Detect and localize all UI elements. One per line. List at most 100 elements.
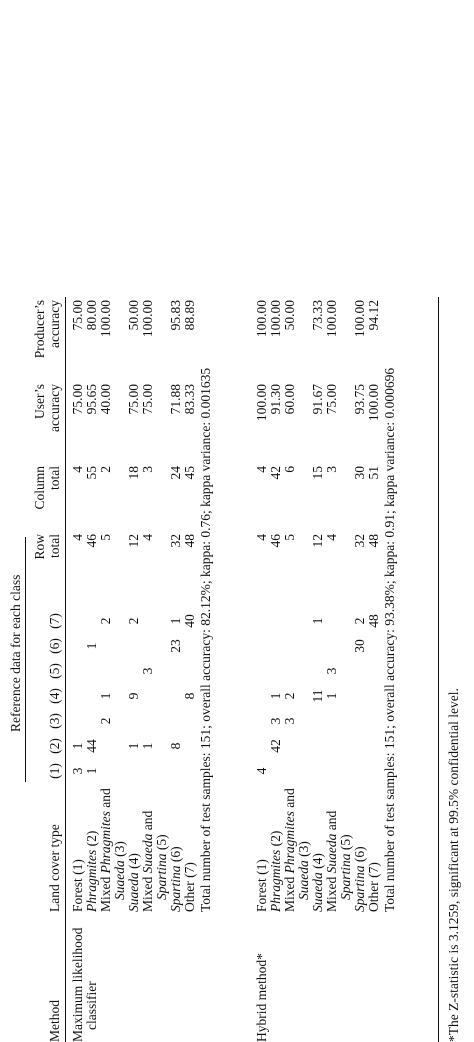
matrix-cell: 3 [140, 667, 155, 675]
users-accuracy-value: 93.75 [352, 384, 367, 415]
producers-accuracy-header-1: Producer’s [32, 300, 47, 359]
row-total-value: 5 [282, 534, 297, 541]
producers-accuracy-header-2: accuracy [47, 300, 62, 348]
land-cover-label-species: Suaeda [112, 860, 127, 900]
producers-accuracy-value: 100.00 [324, 300, 339, 338]
matrix-cell: 1 [84, 642, 99, 650]
producers-accuracy-value: 50.00 [282, 300, 297, 331]
land-cover-label-conj: and [98, 788, 113, 812]
land-cover-label: Mixed Suaeda and [140, 811, 155, 912]
land-cover-label: Phragmites (2) [84, 831, 99, 912]
producers-accuracy-value: 75.00 [70, 300, 85, 331]
users-accuracy-value: 75.00 [140, 384, 155, 415]
section-summary: Total number of test samples: 151; overa… [198, 367, 213, 912]
land-cover-label-class: (4) [310, 853, 325, 873]
producers-accuracy-value: 100.00 [268, 300, 283, 338]
land-cover-label: Suaeda (4) [310, 853, 325, 912]
matrix-cell: 1 [310, 617, 325, 625]
matrix-cell: 3 [324, 667, 339, 675]
matrix-cell: 1 [140, 742, 155, 750]
land-cover-label-conj: and [324, 810, 339, 834]
land-cover-label: Spartina (6) [352, 846, 367, 912]
users-accuracy-value: 75.00 [324, 384, 339, 415]
header-bottom-rule [65, 297, 66, 1042]
column-total-value: 30 [352, 466, 367, 480]
column-total-value: 24 [168, 466, 183, 480]
land-cover-label-class: (3) [112, 841, 127, 861]
reference-data-rule [25, 537, 26, 782]
method-name: Maximum likelihood [70, 927, 85, 1042]
producers-accuracy-value: 100.00 [140, 300, 155, 338]
users-accuracy-value: 100.00 [366, 384, 381, 422]
reference-data-header: Reference data for each class [8, 574, 23, 732]
matrix-cell: 42 [268, 739, 283, 753]
column-total-value: 15 [310, 466, 325, 480]
land-cover-label-continuation: Spartina (5) [338, 834, 353, 900]
land-cover-label-continuation: Suaeda (3) [296, 841, 311, 900]
matrix-cell: 2 [352, 617, 367, 625]
row-total-value: 32 [352, 534, 367, 548]
row-total-value: 48 [366, 534, 381, 548]
land-cover-label-text: Phragmites [84, 849, 99, 912]
producers-accuracy-value: 100.00 [352, 300, 367, 338]
users-accuracy-value: 75.00 [126, 384, 141, 415]
column-total-value: 4 [254, 466, 269, 473]
row-total-value: 4 [254, 534, 269, 541]
land-cover-label-species: Phragmites [282, 811, 297, 874]
matrix-cell: 8 [168, 742, 183, 750]
class-number-header: (5) [47, 663, 62, 679]
matrix-cell: 44 [84, 739, 99, 753]
land-cover-label-conj: and [140, 810, 155, 834]
land-cover-label-class: (2) [84, 830, 99, 850]
land-cover-label-species: Phragmites [98, 811, 113, 874]
row-total-value: 12 [126, 534, 141, 548]
land-cover-label-continuation: Spartina (5) [154, 834, 169, 900]
matrix-cell: 8 [182, 692, 197, 700]
matrix-cell: 1 [98, 692, 113, 700]
row-total-value: 5 [98, 534, 113, 541]
land-cover-type-header: Land cover type [47, 824, 62, 912]
matrix-cell: 3 [70, 767, 85, 775]
column-total-value: 2 [98, 466, 113, 473]
matrix-cell: 1 [84, 767, 99, 775]
method-name: Hybrid method* [254, 953, 269, 1042]
column-total-value: 51 [366, 466, 381, 480]
table-bottom-rule [438, 297, 439, 1042]
section-summary: Total number of test samples: 151; overa… [382, 367, 397, 912]
matrix-cell: 1 [324, 692, 339, 700]
matrix-cell: 1 [70, 742, 85, 750]
land-cover-label-text: Mixed [98, 873, 113, 912]
land-cover-label-species: Suaeda [296, 860, 311, 900]
class-number-header: (7) [47, 613, 62, 629]
row-total-header-2: total [47, 534, 62, 558]
column-total-value: 55 [84, 466, 99, 480]
matrix-cell: 1 [126, 742, 141, 750]
land-cover-label-continuation: Suaeda (3) [112, 841, 127, 900]
row-total-value: 48 [182, 534, 197, 548]
column-total-value: 45 [182, 466, 197, 480]
land-cover-label-text: Forest (1) [70, 859, 85, 912]
land-cover-label-text: Suaeda [126, 872, 141, 912]
matrix-cell: 40 [182, 614, 197, 628]
matrix-cell: 3 [268, 717, 283, 725]
matrix-cell: 11 [310, 689, 325, 703]
users-accuracy-value: 95.65 [84, 384, 99, 415]
users-accuracy-value: 91.67 [310, 384, 325, 415]
land-cover-label: Other (7) [182, 862, 197, 912]
land-cover-label-species: Spartina [154, 853, 169, 900]
matrix-cell: 2 [98, 617, 113, 625]
matrix-cell: 2 [98, 717, 113, 725]
column-total-value: 42 [268, 466, 283, 480]
row-total-value: 46 [84, 534, 99, 548]
land-cover-label-text: Spartina [168, 865, 183, 912]
producers-accuracy-value: 94.12 [366, 300, 381, 331]
land-cover-label-conj: and [282, 788, 297, 812]
row-total-value: 4 [324, 534, 339, 541]
matrix-cell: 9 [126, 692, 141, 700]
class-number-header: (1) [47, 763, 62, 779]
land-cover-label-species: Spartina [338, 853, 353, 900]
producers-accuracy-value: 100.00 [254, 300, 269, 338]
land-cover-label-species: Suaeda [324, 833, 339, 874]
land-cover-label: Mixed Phragmites and [282, 788, 297, 912]
users-accuracy-value: 60.00 [282, 384, 297, 415]
